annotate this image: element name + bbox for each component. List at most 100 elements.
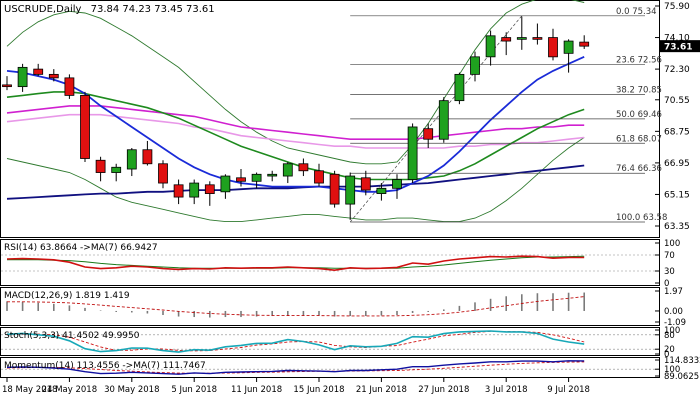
candle-body bbox=[345, 175, 356, 205]
time-axis-label: 21 Jun 2018 bbox=[356, 385, 407, 395]
candle-body bbox=[407, 126, 418, 180]
price-axis-label: 70.55 bbox=[664, 96, 690, 106]
price-axis-label: 72.30 bbox=[664, 65, 690, 75]
symbol-label: USCRUDE,Daily bbox=[4, 4, 81, 15]
time-axis-label: 15 Jun 2018 bbox=[293, 385, 344, 395]
time-axis-label: 11 Jun 2018 bbox=[231, 385, 282, 395]
candle-body bbox=[298, 163, 309, 172]
bollinger-bands bbox=[6, 0, 585, 223]
indicator-axis-label: 20 bbox=[664, 345, 675, 355]
fib-level-label: 0.0 75.34 bbox=[616, 7, 657, 17]
candle-body bbox=[423, 128, 434, 140]
candle-body bbox=[126, 149, 137, 170]
rsi-panel[interactable] bbox=[0, 239, 660, 286]
indicator-axis-label: 30 bbox=[664, 267, 675, 277]
candle-body bbox=[314, 170, 324, 184]
time-axis-label: 18 May 2018 bbox=[2, 385, 57, 395]
candle-body bbox=[329, 173, 340, 205]
candle-body bbox=[189, 182, 200, 198]
candle-body bbox=[532, 37, 543, 40]
rsi-line bbox=[6, 255, 585, 272]
ma-green-line bbox=[6, 91, 585, 181]
macd-signal-line bbox=[7, 296, 585, 317]
indicator-axis-label: 100 bbox=[664, 239, 680, 249]
time-axis-label: 24 May 2018 bbox=[42, 385, 97, 395]
candle-body bbox=[251, 173, 262, 182]
stoch-title: Stoch(5,3,3) 41.4502 49.9950 bbox=[4, 331, 140, 341]
fibonacci-levels: 0.0 75.34 23.6 72.56 38.2 70.85 50.0 69.46 6… bbox=[349, 7, 667, 223]
candle-body bbox=[158, 163, 168, 184]
macd-title: MACD(12,26,9) 1.819 1.419 bbox=[4, 291, 130, 301]
ma-navy-line bbox=[6, 164, 585, 200]
ma-fast-line bbox=[6, 55, 585, 193]
price-axis-label: 75.90 bbox=[664, 2, 690, 12]
current-price-box bbox=[660, 40, 700, 53]
indicator-axis-label: 1.97 bbox=[664, 287, 683, 297]
ohlc-label: 73.84 74.23 73.45 73.61 bbox=[91, 4, 215, 15]
indicator-axis-label: 100 bbox=[664, 365, 680, 375]
indicator-axis-label: 0 bbox=[664, 279, 669, 289]
candle-body bbox=[563, 40, 574, 54]
time-axis-label: 5 Jun 2018 bbox=[171, 385, 217, 395]
time-axis-label: 3 Jul 2018 bbox=[485, 385, 528, 395]
candle-body bbox=[48, 73, 59, 79]
macd-indicator: 1.97 0.00-1.09 bbox=[6, 287, 686, 328]
rsi-indicator: 100 70 30 0 bbox=[1, 239, 680, 289]
price-grid bbox=[655, 5, 660, 227]
ma-pink-line bbox=[6, 113, 585, 149]
candle-body bbox=[516, 37, 527, 40]
rsi-title: RSI(14) 63.8664 ->MA(7) 66.9427 bbox=[4, 243, 158, 253]
candle-body bbox=[376, 187, 387, 194]
momentum-indicator: 114.833210089.0625 bbox=[1, 356, 700, 382]
price-axis: 75.90 74.10 72.30 70.55 68.75 66.95 65.15 63.35… bbox=[660, 2, 700, 232]
current-price-label: 73.61 bbox=[664, 43, 692, 53]
indicator-axis-label: 114.8332 bbox=[664, 356, 700, 366]
candle-body bbox=[80, 95, 90, 159]
fib-level-label: 38.2 70.85 bbox=[616, 86, 662, 96]
candle-body bbox=[204, 184, 215, 194]
price-axis-label: 68.75 bbox=[664, 127, 690, 137]
candle-body bbox=[173, 184, 184, 198]
candle-body bbox=[485, 35, 496, 58]
fib-level-label: 76.4 66.36 bbox=[616, 164, 662, 174]
candle-body bbox=[142, 149, 153, 165]
candle-body bbox=[33, 68, 44, 75]
momentum-title: Momentum(14) 113.4556 ->MA(7) 111.7467 bbox=[4, 361, 206, 371]
ma-purple-line bbox=[6, 105, 585, 140]
indicator-axis-label: 100 bbox=[664, 326, 680, 336]
price-axis-label: 63.35 bbox=[664, 222, 690, 232]
candle-body bbox=[470, 56, 480, 75]
candle-body bbox=[548, 37, 558, 58]
price-axis-label: 66.95 bbox=[664, 159, 690, 169]
candle-body bbox=[17, 66, 28, 88]
indicator-axis-label: 0 bbox=[664, 350, 669, 360]
indicator-axis-label: 0.00 bbox=[664, 307, 683, 317]
candle-body bbox=[282, 163, 293, 177]
candle-body bbox=[220, 175, 231, 193]
candle-body bbox=[267, 173, 278, 177]
fib-level-label: 100.0 63.58 bbox=[616, 213, 667, 223]
candle-body bbox=[111, 166, 122, 173]
bollinger-upper-line bbox=[6, 0, 585, 165]
candle-body bbox=[392, 179, 402, 189]
candle-body bbox=[2, 84, 12, 88]
indicator-axis-label: 89.0625 bbox=[664, 372, 699, 382]
momentum-line bbox=[6, 360, 585, 375]
stoch-k-line bbox=[6, 330, 585, 353]
candle-body bbox=[579, 41, 590, 47]
moving-averages bbox=[6, 55, 585, 200]
candle-body bbox=[454, 73, 465, 102]
time-axis-label: 30 May 2018 bbox=[104, 385, 159, 395]
fib-level-label: 23.6 72.56 bbox=[616, 56, 662, 66]
candle-body bbox=[438, 100, 449, 140]
time-axis-label: 27 Jun 2018 bbox=[418, 385, 469, 395]
candle-body bbox=[95, 159, 106, 173]
chart-symbol: USCRUDE,Daily 73.84 74.23 73.45 73.61 bbox=[4, 4, 215, 15]
macd-panel[interactable] bbox=[0, 287, 660, 326]
candle-body bbox=[360, 177, 371, 191]
fib-level-label: 61.8 68.07 bbox=[616, 134, 662, 144]
